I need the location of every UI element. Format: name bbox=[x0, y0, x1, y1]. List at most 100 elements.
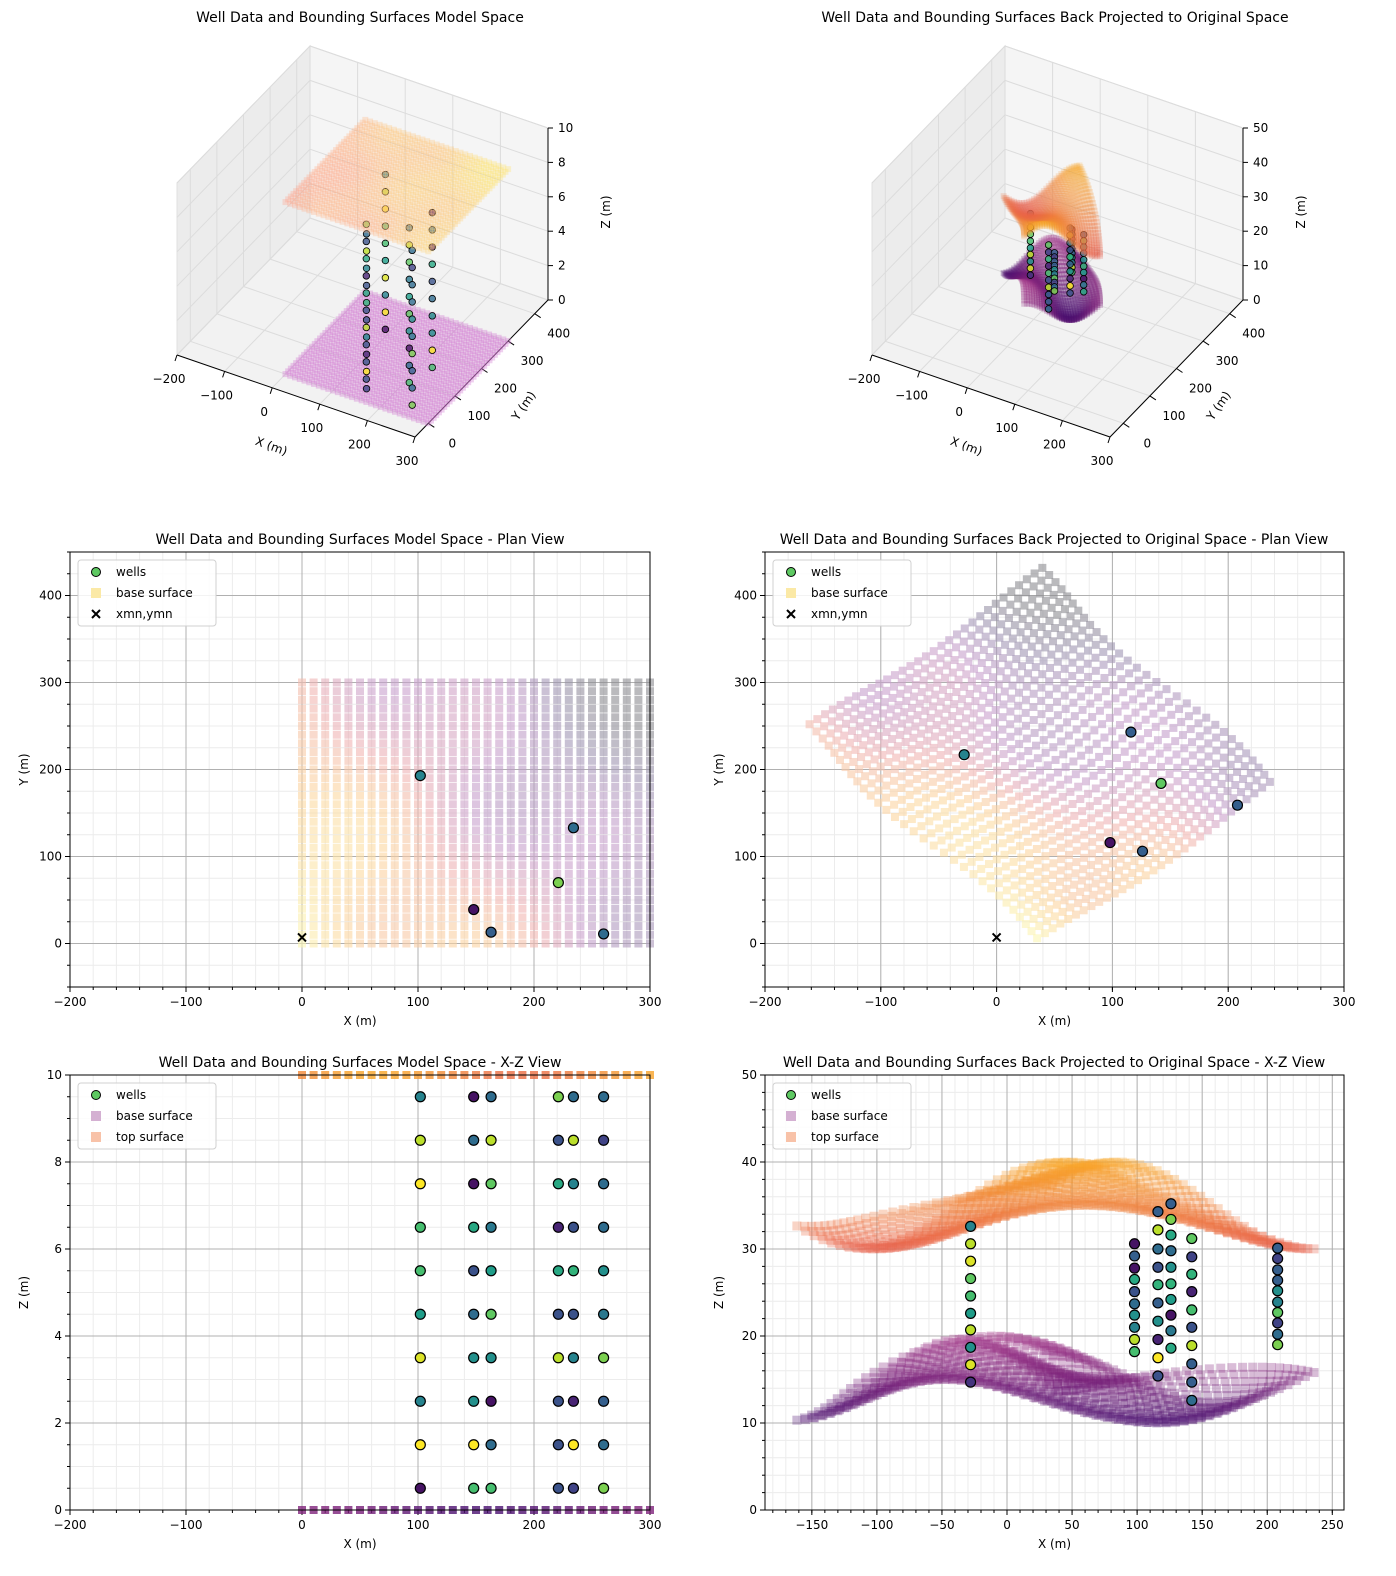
base-surface-point bbox=[588, 861, 596, 870]
base-surface-point bbox=[1196, 1370, 1206, 1380]
base-surface-point bbox=[425, 826, 434, 835]
base-surface-point bbox=[306, 346, 313, 353]
base-surface-point bbox=[1239, 1369, 1249, 1379]
top-surface-point bbox=[832, 1219, 842, 1229]
base-surface-point bbox=[1213, 1399, 1223, 1409]
top-surface-point bbox=[1169, 1192, 1179, 1202]
base-surface-point bbox=[882, 793, 891, 802]
base-surface-point bbox=[995, 1354, 1005, 1364]
base-surface-point bbox=[340, 350, 347, 357]
base-surface-point bbox=[1124, 774, 1133, 783]
base-surface-point bbox=[1082, 1355, 1092, 1365]
base-surface-point bbox=[1167, 710, 1176, 719]
top-surface-point bbox=[948, 1210, 958, 1220]
base-surface-point bbox=[883, 1382, 893, 1392]
base-surface-point bbox=[831, 1405, 841, 1415]
base-surface-point bbox=[344, 765, 353, 774]
top-surface-point bbox=[1141, 1204, 1151, 1214]
base-surface-point bbox=[332, 878, 341, 887]
base-surface-point bbox=[959, 1349, 969, 1359]
base-surface-point bbox=[1100, 673, 1109, 682]
base-surface-point bbox=[854, 1383, 864, 1393]
top-surface-point bbox=[1196, 1191, 1206, 1201]
base-surface-point bbox=[1052, 1387, 1062, 1397]
top-surface-point bbox=[1044, 1191, 1054, 1201]
well-point bbox=[597, 1308, 610, 1320]
top-surface-point bbox=[1064, 1159, 1074, 1169]
base-surface-point bbox=[1213, 1391, 1223, 1401]
base-surface-point bbox=[344, 333, 351, 340]
base-surface-point bbox=[472, 756, 480, 765]
base-surface-point bbox=[1027, 1356, 1037, 1366]
top-surface-point bbox=[958, 1197, 968, 1207]
x-tick bbox=[412, 436, 416, 444]
top-surface-point bbox=[813, 1221, 823, 1231]
base-surface-point bbox=[1116, 1386, 1126, 1396]
base-surface-point bbox=[324, 367, 331, 374]
top-surface-point bbox=[1170, 1209, 1180, 1219]
top-surface-point bbox=[1125, 1193, 1135, 1203]
base-surface-point bbox=[1117, 675, 1126, 684]
top-surface-point bbox=[985, 1197, 995, 1207]
base-surface-point bbox=[374, 315, 381, 322]
base-surface-point bbox=[311, 348, 318, 355]
base-surface-point bbox=[1039, 1339, 1049, 1349]
base-surface-point bbox=[379, 817, 388, 826]
well-point bbox=[1128, 1273, 1141, 1286]
base-surface-point bbox=[1003, 627, 1012, 636]
base-surface-point bbox=[321, 800, 330, 809]
base-surface-point bbox=[820, 722, 829, 731]
base-surface-point bbox=[925, 683, 934, 692]
base-surface-point bbox=[1094, 1405, 1104, 1415]
base-surface-point bbox=[379, 756, 388, 765]
base-surface-point bbox=[1196, 832, 1205, 841]
base-surface-point bbox=[302, 370, 309, 377]
base-surface-point bbox=[1178, 731, 1187, 740]
base-surface-point bbox=[939, 685, 948, 694]
gridline bbox=[216, 313, 456, 397]
base-surface-point bbox=[367, 739, 376, 748]
x-tick-label: 300 bbox=[1333, 995, 1356, 1009]
top-surface-point bbox=[855, 1237, 865, 1247]
top-surface-point bbox=[904, 1215, 914, 1225]
base-surface-point bbox=[983, 747, 992, 756]
base-surface-point bbox=[1133, 832, 1142, 841]
base-surface-point bbox=[1086, 1405, 1096, 1415]
base-surface-point bbox=[1204, 1364, 1214, 1374]
well-point bbox=[1165, 1309, 1177, 1321]
top-surface-point bbox=[1300, 1244, 1310, 1254]
base-surface-point bbox=[599, 748, 608, 757]
base-surface-point bbox=[309, 756, 318, 765]
base-surface-point bbox=[448, 826, 457, 835]
base-surface-point bbox=[321, 782, 330, 791]
top-surface-point bbox=[1205, 1222, 1215, 1232]
base-surface-point bbox=[344, 730, 353, 739]
top-surface-point bbox=[807, 1221, 817, 1231]
base-surface-point bbox=[958, 810, 967, 819]
base-surface-point bbox=[1227, 747, 1236, 756]
base-surface-point bbox=[1134, 820, 1143, 829]
base-surface-point bbox=[904, 685, 913, 694]
top-surface-point bbox=[987, 1208, 997, 1218]
top-surface-point bbox=[1281, 1242, 1291, 1252]
base-surface-point bbox=[448, 722, 457, 730]
base-surface-point bbox=[402, 774, 411, 783]
top-surface-point bbox=[1173, 1201, 1183, 1211]
well-point bbox=[1165, 1278, 1177, 1290]
base-surface-point bbox=[993, 1334, 1003, 1344]
base-surface-point bbox=[970, 1364, 980, 1374]
base-surface-point bbox=[472, 774, 480, 783]
base-surface-point bbox=[939, 1370, 949, 1380]
base-surface-point bbox=[976, 716, 985, 725]
base-surface-point bbox=[1089, 890, 1098, 899]
base-surface-point bbox=[390, 939, 399, 948]
base-surface-point bbox=[1081, 777, 1090, 786]
base-surface-point bbox=[893, 742, 902, 751]
base-surface-point bbox=[971, 697, 980, 706]
top-surface-point bbox=[820, 1221, 830, 1231]
top-surface-point bbox=[1105, 1194, 1115, 1204]
base-surface-point bbox=[472, 678, 480, 687]
base-surface-point bbox=[935, 1371, 945, 1381]
base-surface-point bbox=[1080, 842, 1089, 851]
base-surface-point bbox=[890, 723, 899, 732]
